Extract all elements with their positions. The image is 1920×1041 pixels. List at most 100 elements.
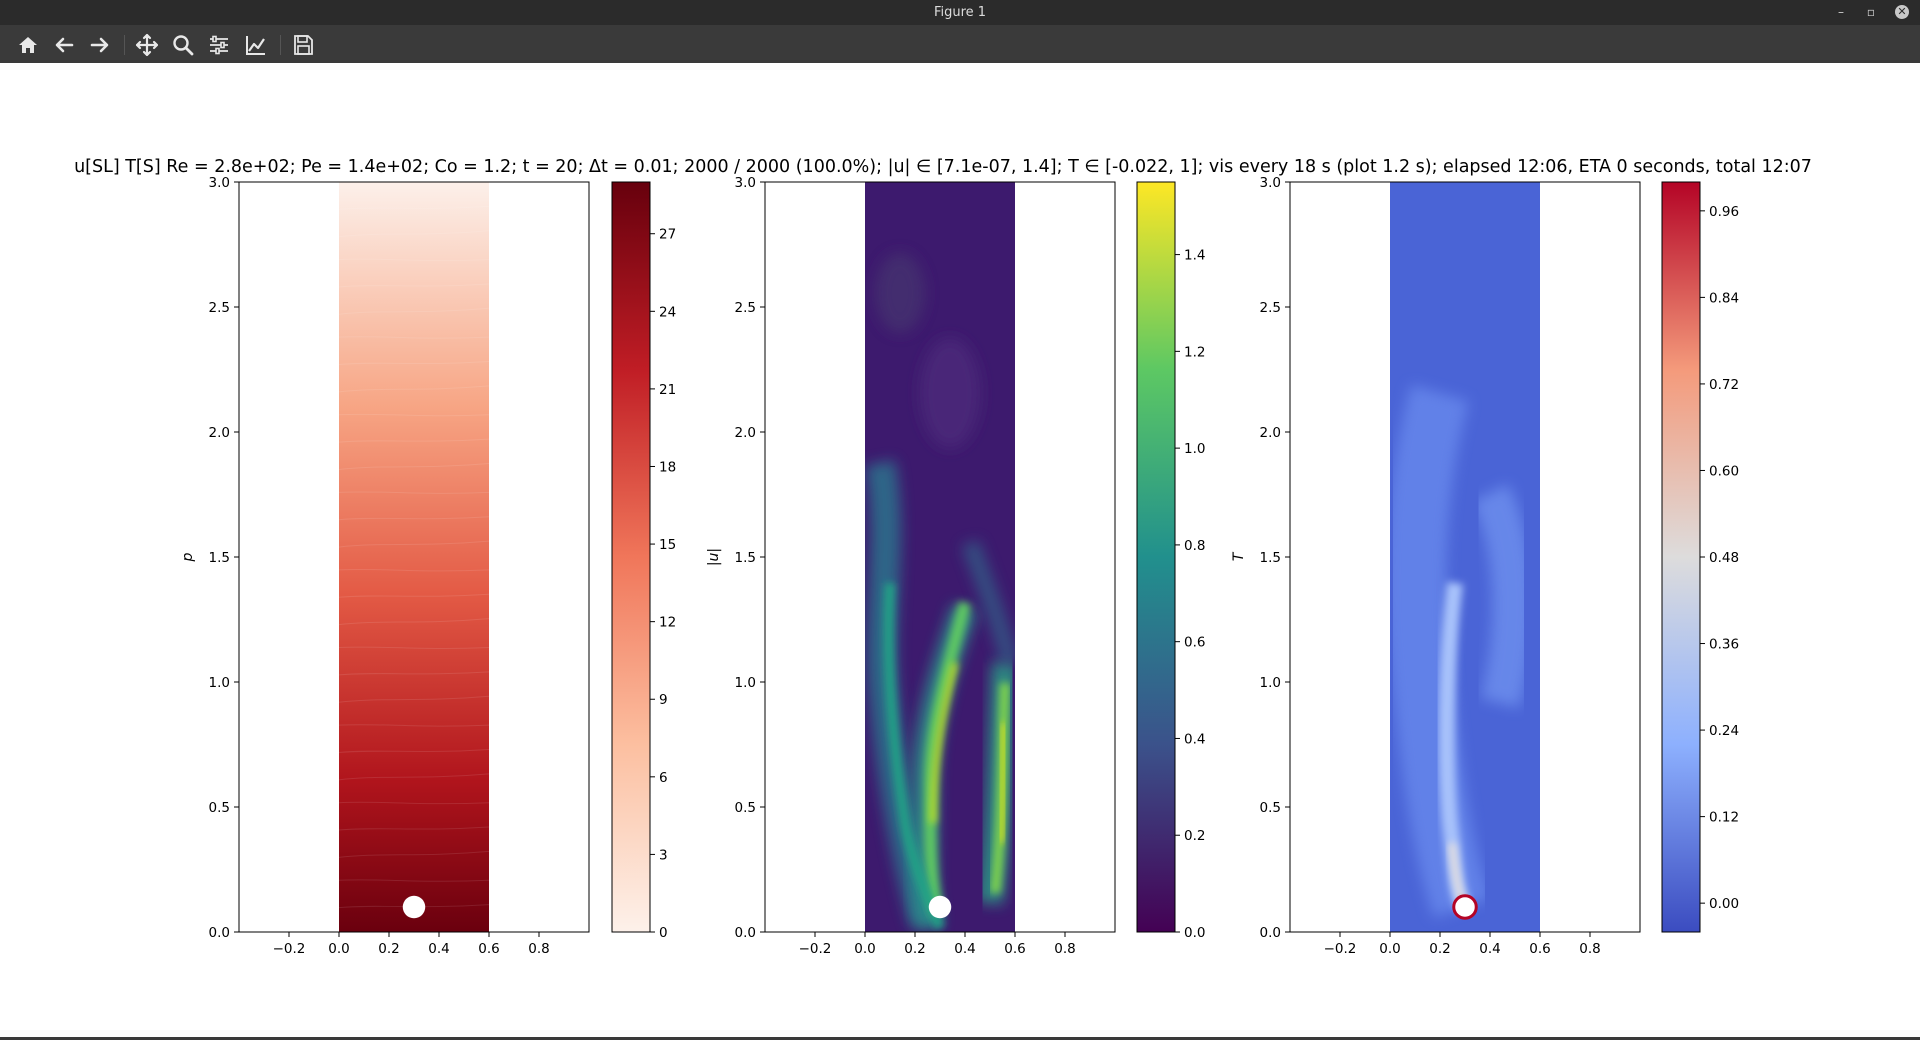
x-tick-label: 0.4 <box>428 941 449 957</box>
colorbar-tick-label: 0.12 <box>1709 810 1739 826</box>
obstacle-circle <box>928 895 952 919</box>
x-tick-label: 0.2 <box>904 941 925 957</box>
colorbar-tick-label: 0.48 <box>1709 550 1739 566</box>
pan-button[interactable] <box>133 31 161 59</box>
x-tick-label: −0.2 <box>799 941 832 957</box>
contour-band-edge <box>338 618 490 626</box>
magnifier-icon <box>173 35 194 56</box>
axes-ticks: −0.2 0.0 0.2 0.4 0.6 0.8 0.0 0.5 1.0 1.5 2.0 2.5 3.0 <box>735 175 1076 957</box>
restore-button[interactable]: ▫ <box>1866 5 1876 19</box>
edit-axis-button[interactable] <box>242 31 270 59</box>
contour-band-edge <box>338 361 490 366</box>
forward-button[interactable] <box>86 31 114 59</box>
panel-velocity: −0.2 0.0 0.2 0.4 0.6 0.8 0.0 0.5 1.0 1.5 2.0 2.5 3.0… <box>706 175 1205 957</box>
colorbar-tick-label: 15 <box>659 537 676 553</box>
colorbar-tick-label: 0.2 <box>1184 828 1205 844</box>
configure-subplots-button[interactable] <box>205 31 233 59</box>
figure-suptitle: u[SL] T[S] Re = 2.8e+02; Pe = 1.4e+02; C… <box>74 157 1812 177</box>
y-tick-label: 3.0 <box>735 175 756 191</box>
panel-pressure: −0.2 0.0 0.2 0.4 0.6 0.8 0.0 0.5 1.0 1.5 2.0 2.5 3.0… <box>180 175 676 957</box>
window-titlebar: Figure 1 – ▫ ✕ <box>0 0 1920 25</box>
x-tick-label: −0.2 <box>273 941 306 957</box>
line-chart-icon <box>246 36 265 55</box>
contour-band-edge <box>338 336 490 339</box>
zoom-button[interactable] <box>169 31 197 59</box>
x-tick-label: 0.6 <box>478 941 499 957</box>
x-tick-label: 0.8 <box>1579 941 1600 957</box>
save-button[interactable] <box>289 31 317 59</box>
colorbar-tick-label: 0.4 <box>1184 731 1205 747</box>
colorbar-tick-label: 1.0 <box>1184 441 1205 457</box>
contour-band-edge <box>338 491 490 494</box>
contour-band-edge <box>338 826 490 831</box>
y-tick-label: 0.0 <box>209 925 230 941</box>
back-button[interactable] <box>50 31 78 59</box>
contour-band-edge <box>338 646 490 650</box>
colorbar-tick-label: 12 <box>659 615 676 631</box>
figure-svg: u[SL] T[S] Re = 2.8e+02; Pe = 1.4e+02; C… <box>74 157 1812 957</box>
y-tick-label: 3.0 <box>209 175 230 191</box>
minimize-button[interactable]: – <box>1838 5 1844 19</box>
y-axis-label: T <box>1231 551 1247 561</box>
colorbar-tick-label: 27 <box>659 227 676 243</box>
contour-band-edge <box>338 695 490 703</box>
colorbar-tick-label: 18 <box>659 459 676 475</box>
window-bottom-border <box>0 1037 1920 1040</box>
y-tick-label: 2.0 <box>1260 425 1281 441</box>
colorbar-tick-label: 0.60 <box>1709 463 1739 479</box>
x-tick-label: 0.2 <box>1429 941 1450 957</box>
y-tick-label: 1.5 <box>209 550 230 566</box>
move-icon <box>135 33 159 57</box>
contour-band-edge <box>338 307 490 315</box>
sliders-icon <box>210 35 228 55</box>
y-tick-label: 0.5 <box>735 800 756 816</box>
contour-band-edge <box>338 438 490 443</box>
colorbar-tick-label: 1.4 <box>1184 248 1205 264</box>
panel-temperature: −0.2 0.0 0.2 0.4 0.6 0.8 0.0 0.5 1.0 1.5 2.0 2.5 3.0… <box>1231 175 1739 957</box>
y-tick-label: 2.5 <box>209 300 230 316</box>
x-tick-label: 0.2 <box>378 941 399 957</box>
colorbar-tick-label: 0.00 <box>1709 896 1739 912</box>
obstacle-circle <box>1452 894 1478 920</box>
y-tick-label: 1.0 <box>209 675 230 691</box>
floppy-icon <box>294 35 313 55</box>
contour-band-edge <box>338 230 490 238</box>
close-button[interactable]: ✕ <box>1895 5 1909 19</box>
colorbar-tick-label: 0.96 <box>1709 204 1739 220</box>
contour-band-edge <box>338 748 490 753</box>
y-tick-label: 3.0 <box>1260 175 1281 191</box>
contour-band-edge <box>338 516 490 521</box>
velocity-structures <box>865 253 1015 932</box>
colorbar-tick-label: 3 <box>659 847 668 863</box>
colorbar-tick-label: 0.6 <box>1184 635 1205 651</box>
colorbar-tick-label: 0 <box>659 925 668 941</box>
colorbar-tick-label: 1.2 <box>1184 344 1205 360</box>
contour-band-edge <box>338 568 490 572</box>
colorbar <box>611 181 651 933</box>
colorbar-tick-label: 0.0 <box>1184 925 1205 941</box>
toolbar-separator <box>124 35 125 55</box>
x-tick-label: 0.0 <box>328 941 349 957</box>
home-button[interactable] <box>14 31 42 59</box>
contour-band-edge <box>338 773 490 781</box>
y-tick-label: 1.0 <box>1260 675 1281 691</box>
figure-canvas[interactable]: u[SL] T[S] Re = 2.8e+02; Pe = 1.4e+02; C… <box>0 63 1920 1037</box>
y-tick-label: 2.0 <box>209 425 230 441</box>
y-tick-label: 2.5 <box>735 300 756 316</box>
contour-band-edge <box>338 593 490 598</box>
contour-band-edge <box>338 724 490 727</box>
colorbar-tick-label: 6 <box>659 770 668 786</box>
y-tick-label: 1.0 <box>735 675 756 691</box>
y-axis-label: p <box>180 552 196 562</box>
arrow-left-icon <box>55 37 74 53</box>
y-tick-label: 0.0 <box>735 925 756 941</box>
colorbar-tick-label: 0.8 <box>1184 538 1205 554</box>
colorbar-tick-label: 0.36 <box>1709 637 1739 653</box>
contour-band-edge <box>338 283 490 288</box>
y-tick-label: 0.5 <box>209 800 230 816</box>
x-tick-label: 0.0 <box>1379 941 1400 957</box>
contour-band-edge <box>338 258 490 262</box>
colorbar-ticks: 0.0 0.2 0.4 0.6 0.8 1.0 1.2 1.4 <box>1175 248 1205 941</box>
x-tick-label: 0.4 <box>954 941 975 957</box>
contour-band-edge <box>338 462 490 470</box>
